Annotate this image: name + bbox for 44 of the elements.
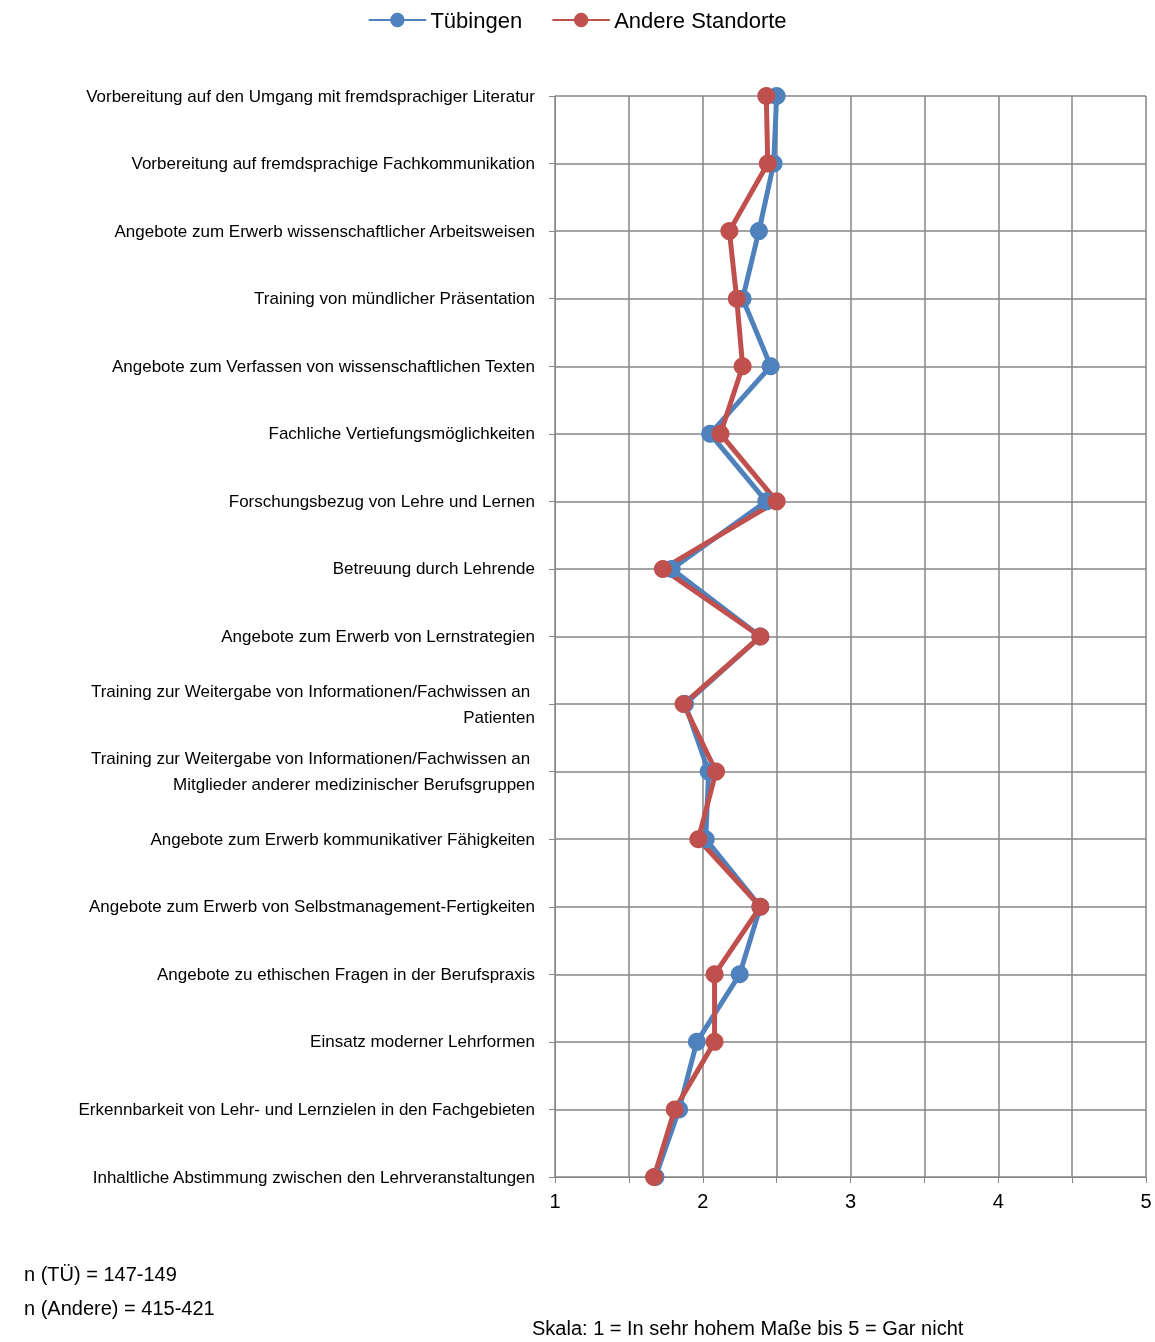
y-tick-label: Training von mündlicher Präsentation [254, 289, 535, 309]
point [705, 965, 724, 984]
text: n (TÜ) = 147-149 [24, 1263, 177, 1285]
y-tick-label: Inhaltliche Abstimmung zwischen den Lehrveranstaltungen [92, 1167, 535, 1187]
y-tick-label: Einsatz moderner Lehrformen [310, 1032, 535, 1052]
y-tick-label: Angebote zum Erwerb von Selbstmanagement-Fertigkeiten [88, 897, 535, 917]
text: Skala: 1 = In sehr hohem Maße bis 5 = Gar nicht [532, 1317, 964, 1339]
text: n (Andere) = 415-421 [24, 1297, 215, 1319]
point [707, 762, 726, 781]
point [687, 1032, 706, 1051]
point [758, 154, 777, 173]
y-tick-label: Fachliche Vertiefungsmöglichkeiten [268, 424, 535, 444]
x-tick-label: 1 [549, 1190, 561, 1212]
y-tick-label: Training zur Weitergabe von Informationen/Fachwissen an Mitglieder anderer medizinischer Berufsgruppen [90, 749, 535, 795]
point [733, 357, 752, 376]
point [720, 222, 739, 241]
point [730, 965, 749, 984]
point [711, 424, 730, 443]
y-tick-label: Angebote zum Erwerb wissenschaftlicher Arbeitsweisen [114, 221, 535, 241]
legend-label: Andere Standorte [614, 7, 787, 33]
y-tick-label: Angebote zum Erwerb kommunikativer Fähigkeiten [150, 829, 535, 849]
y-tick-label: Betreuung durch Lehrende [332, 559, 535, 579]
x-tick-label: 3 [844, 1190, 857, 1212]
x-tick-label: 4 [992, 1190, 1004, 1212]
y-tick-label: Erkennbarkeit von Lehr- und Lernzielen in den Fachgebieten [78, 1099, 535, 1119]
point [749, 222, 768, 241]
y-tick-label: Training zur Weitergabe von Informationen/Fachwissen an Patienten [90, 681, 535, 727]
point [689, 830, 708, 849]
point [665, 1100, 684, 1119]
point [705, 1032, 724, 1051]
point [653, 559, 672, 578]
point [761, 357, 780, 376]
y-tick-label: Forschungsbezug von Lehre und Lernen [228, 491, 535, 511]
y-tick-label: Vorbereitung auf den Umgang mit fremdsprachiger Literatur [86, 86, 536, 106]
legend-label: Tübingen [430, 7, 523, 33]
y-tick-label: Angebote zum Verfassen von wissenschaftlichen Texten [111, 356, 535, 376]
y-tick-label: Angebote zum Erwerb von Lernstrategien [221, 627, 535, 646]
x-tick-label: 2 [697, 1190, 709, 1212]
x-tick-label: 5 [1140, 1190, 1152, 1212]
point [767, 492, 786, 511]
y-tick-label: Angebote zu ethischen Fragen in der Berufspraxis [156, 964, 535, 984]
point [727, 289, 746, 308]
y-tick-label: Vorbereitung auf fremdsprachige Fachkommunikation [131, 154, 535, 174]
point [757, 87, 776, 105]
